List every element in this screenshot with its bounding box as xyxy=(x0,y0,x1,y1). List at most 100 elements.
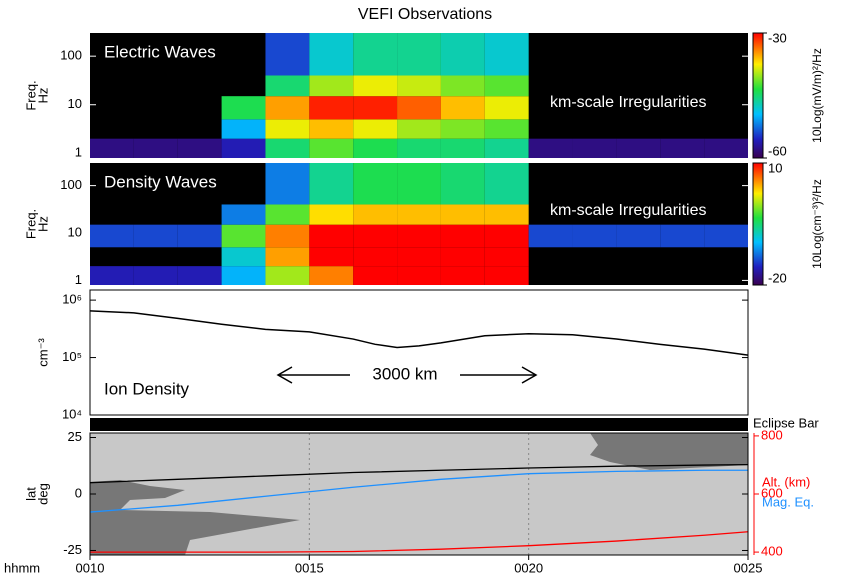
heatmap-cell xyxy=(265,266,310,285)
y-axis-label: Hz xyxy=(35,88,50,104)
heatmap-cell xyxy=(221,224,266,248)
heatmap-cell xyxy=(397,163,441,205)
y-axis-label: Freq. xyxy=(23,209,38,239)
heatmap-cell xyxy=(353,75,398,97)
heatmap-cell xyxy=(265,119,310,139)
y-tick-label: 1 xyxy=(75,145,82,160)
heatmap-cell xyxy=(221,138,266,158)
heatmap-cell xyxy=(484,138,529,158)
heatmap-cell xyxy=(572,224,617,248)
heatmap-cell xyxy=(660,138,705,158)
heatmap-cell xyxy=(397,247,441,267)
heatmap-cell xyxy=(353,163,398,205)
x-tick-label: 0010 xyxy=(76,560,105,575)
heatmap-cell xyxy=(353,96,398,120)
heatmap-cell xyxy=(484,247,529,267)
heatmap-cell xyxy=(484,75,529,97)
panel-label: Ion Density xyxy=(104,379,190,398)
heatmap-cell xyxy=(265,224,310,248)
heatmap-cell xyxy=(704,224,748,248)
x-tick-label: 0020 xyxy=(514,560,543,575)
y-tick-label: -25 xyxy=(63,542,82,557)
heatmap-cell xyxy=(353,204,398,225)
heatmap-cell xyxy=(265,138,310,158)
x-axis-label: hhmm xyxy=(4,560,40,575)
heatmap-cell xyxy=(90,138,134,158)
heatmap-cell xyxy=(221,96,266,120)
heatmap-cell xyxy=(353,224,398,248)
heatmap-cell xyxy=(440,75,485,97)
heatmap-cell xyxy=(440,266,485,285)
heatmap-cell xyxy=(397,204,441,225)
series-line xyxy=(89,463,749,484)
panel-frame xyxy=(89,289,749,416)
heatmap-cell xyxy=(484,163,529,205)
heatmap-cell xyxy=(397,33,441,76)
y-axis-label: deg xyxy=(35,483,50,505)
heatmap-cell xyxy=(221,119,266,139)
heatmap-cell xyxy=(221,247,266,267)
y-axis-label: Freq. xyxy=(23,80,38,110)
y2-tick-label: 400 xyxy=(761,544,783,559)
colorbar-label: 10Log(mV/m)²/Hz xyxy=(810,48,824,143)
y-axis-label: Hz xyxy=(35,216,50,232)
y-tick-label: 100 xyxy=(60,48,82,63)
heatmap-cell xyxy=(572,138,617,158)
y-tick-label: 10 xyxy=(68,224,82,239)
heatmap-cell xyxy=(353,119,398,139)
heatmap-cell xyxy=(265,247,310,267)
heatmap-cell xyxy=(397,266,441,285)
annotation: 3000 km xyxy=(372,364,437,383)
heatmap-cell xyxy=(484,204,529,225)
heatmap-cell xyxy=(133,138,178,158)
figure-title: VEFI Observations xyxy=(358,6,492,23)
heatmap-cell xyxy=(309,204,354,225)
land xyxy=(90,480,300,555)
heatmap-cell xyxy=(484,119,529,139)
y-tick-label: 10 xyxy=(68,96,82,111)
heatmap-cell xyxy=(660,224,705,248)
heatmap-cell xyxy=(265,163,310,205)
heatmap-cell xyxy=(133,224,178,248)
y-tick-label: 10⁵ xyxy=(62,349,82,364)
heatmap-cell xyxy=(221,266,266,285)
heatmap-cell xyxy=(440,33,485,76)
series-line xyxy=(89,469,748,513)
x-tick-label: 0025 xyxy=(734,560,763,575)
heatmap-cell xyxy=(177,266,222,285)
colorbar-tick-label: -20 xyxy=(768,270,787,285)
heatmap-cell xyxy=(309,247,354,267)
heatmap-cell xyxy=(440,247,485,267)
heatmap-cell xyxy=(704,138,748,158)
heatmap-cell xyxy=(528,224,573,248)
heatmap-cell xyxy=(397,119,441,139)
heatmap-cell xyxy=(265,33,310,76)
x-tick-label: 0015 xyxy=(295,560,324,575)
colorbar-tick-label: -30 xyxy=(768,30,787,45)
y-tick-label: 1 xyxy=(75,272,82,287)
heatmap-cell xyxy=(616,224,661,248)
y-axis-label: lat xyxy=(23,487,38,501)
y-axis-label: cm⁻³ xyxy=(35,338,50,367)
heatmap-cell xyxy=(309,224,354,248)
heatmap-cell xyxy=(440,224,485,248)
heatmap-cell xyxy=(616,138,661,158)
y-tick-label: 0 xyxy=(75,485,82,500)
heatmap-cell xyxy=(90,266,134,285)
annotation: km-scale Irregularities xyxy=(550,202,706,219)
colorbar xyxy=(752,32,764,159)
heatmap-cell xyxy=(484,96,529,120)
heatmap-cell xyxy=(528,138,573,158)
annotation: km-scale Irregularities xyxy=(550,94,706,111)
heatmap-cell xyxy=(484,224,529,248)
heatmap-cell xyxy=(353,266,398,285)
heatmap-cell xyxy=(309,75,354,97)
y2-tick-label: 800 xyxy=(761,427,783,442)
colorbar-tick-label: 10 xyxy=(768,160,782,175)
heatmap-cell xyxy=(440,96,485,120)
y2-tick-label: 600 xyxy=(761,485,783,500)
heatmap-cell xyxy=(353,247,398,267)
line xyxy=(89,310,749,356)
heatmap-cell xyxy=(309,96,354,120)
